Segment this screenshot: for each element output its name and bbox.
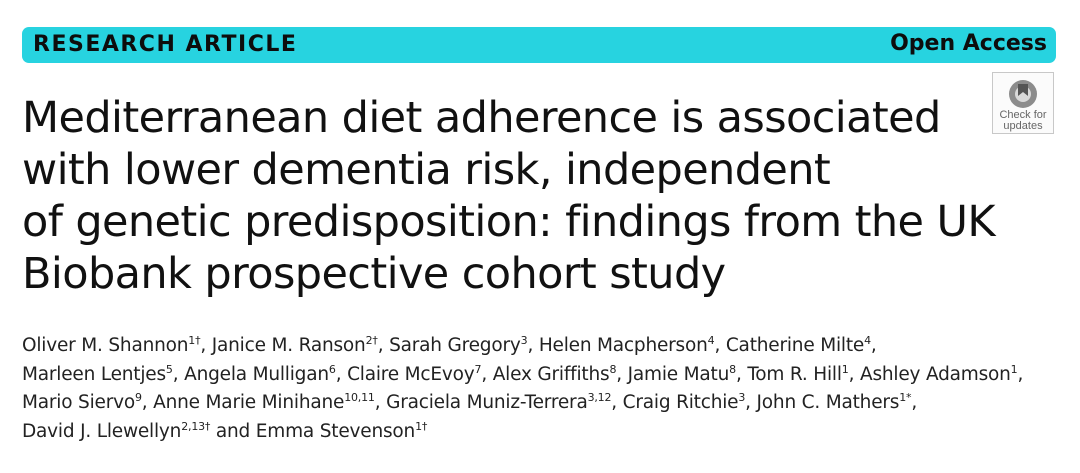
author-separator: ,	[1017, 363, 1024, 385]
author-affiliation: 9	[134, 391, 142, 404]
author-name: Angela Mulligan	[184, 363, 329, 385]
author-affiliation: 1	[1010, 362, 1018, 376]
article-type-banner: RESEARCH ARTICLE Open Access	[22, 27, 1056, 63]
author-name: Jamie Matu	[627, 363, 730, 385]
author-name: John C. Mathers	[756, 392, 900, 413]
title-line: Biobank prospective cohort study	[22, 249, 726, 299]
author-separator: ,	[200, 335, 212, 356]
author-affiliation: 2,13†	[181, 419, 211, 433]
author-entry[interactable]: Claire McEvoy7	[347, 364, 481, 385]
author-entry[interactable]: Alex Griffiths8	[493, 364, 617, 385]
author-entry[interactable]: Sarah Gregory3	[389, 334, 528, 356]
author-separator: ,	[172, 363, 185, 385]
author-entry[interactable]: David J. Llewellyn2,13†	[22, 421, 210, 442]
author-name: Mario Siervo	[22, 392, 135, 413]
author-separator: ,	[374, 392, 387, 413]
title-line: with lower dementia risk, independent	[22, 145, 831, 195]
author-entry[interactable]: Marleen Lentjes5	[22, 364, 173, 385]
author-name: Craig Ritchie	[622, 392, 739, 413]
author-list: Oliver M. Shannon1†, Janice M. Ranson2†,…	[22, 332, 1062, 446]
author-separator: ,	[335, 363, 348, 385]
author-entry[interactable]: Jamie Matu8	[627, 362, 737, 385]
author-entry[interactable]: Mario Siervo9	[22, 392, 142, 413]
author-name: Janice M. Ranson	[211, 335, 366, 356]
badge-line-2: updates	[1003, 120, 1043, 132]
author-entry[interactable]: Ashley Adamson1	[860, 364, 1018, 385]
author-affiliation: 8	[729, 362, 736, 376]
author-separator: ,	[616, 363, 628, 385]
author-line: Oliver M. Shannon1†, Janice M. Ranson2†,…	[22, 332, 1062, 361]
author-entry[interactable]: Anne Marie Minihane10,11	[153, 392, 375, 413]
author-name: Helen Macpherson	[538, 335, 708, 356]
author-affiliation: 1*	[899, 391, 912, 404]
author-separator: ,	[141, 392, 154, 413]
author-entry[interactable]: Craig Ritchie3	[623, 392, 746, 413]
author-affiliation: 3	[738, 391, 746, 404]
author-entry[interactable]: Helen Macpherson4	[539, 335, 715, 356]
author-affiliation: 7	[474, 362, 482, 376]
author-separator: ,	[870, 335, 877, 356]
author-name: Catherine Milte	[725, 335, 865, 356]
badge-line-1: Check for	[999, 109, 1047, 121]
article-title: Mediterranean diet adherence is associat…	[22, 92, 1022, 300]
author-name: Marleen Lentjes	[22, 363, 166, 385]
check-for-updates-badge[interactable]: Check for updates	[992, 72, 1054, 134]
author-affiliation: 3,12	[587, 391, 612, 404]
author-affiliation: 1†	[188, 334, 201, 347]
author-separator: ,	[611, 392, 623, 413]
author-affiliation: 8	[609, 362, 617, 376]
author-line: Mario Siervo9, Anne Marie Minihane10,11,…	[22, 389, 1062, 418]
open-access-label[interactable]: Open Access	[890, 31, 1047, 56]
author-name: Graciela Muniz-Terrera	[386, 392, 588, 413]
author-name: Sarah Gregory	[389, 335, 521, 356]
title-line: Mediterranean diet adherence is associat…	[22, 93, 941, 143]
author-separator: and	[210, 420, 256, 442]
author-affiliation: 4	[864, 334, 871, 347]
article-type-label: RESEARCH ARTICLE	[33, 32, 298, 57]
crossmark-icon	[1009, 80, 1037, 108]
author-affiliation: 4	[707, 334, 715, 347]
author-name: Ashley Adamson	[859, 363, 1011, 385]
author-name: Oliver M. Shannon	[22, 335, 189, 356]
author-separator: ,	[848, 363, 860, 385]
author-affiliation: 1	[841, 362, 849, 376]
author-name: Alex Griffiths	[492, 363, 610, 385]
author-affiliation: 2†	[365, 334, 378, 347]
author-line: Marleen Lentjes5, Angela Mulligan6, Clai…	[22, 361, 1062, 390]
author-separator: ,	[377, 335, 390, 356]
author-entry[interactable]: John C. Mathers1*	[757, 392, 912, 413]
author-separator: ,	[911, 392, 918, 413]
author-entry[interactable]: Oliver M. Shannon1†	[22, 334, 201, 356]
author-entry[interactable]: Graciela Muniz-Terrera3,12	[386, 392, 611, 413]
author-separator: ,	[745, 392, 757, 413]
author-affiliation: 10,11	[344, 391, 375, 404]
author-line: David J. Llewellyn2,13† and Emma Stevens…	[22, 418, 1062, 447]
author-entry[interactable]: Emma Stevenson1†	[255, 419, 428, 442]
author-separator: ,	[714, 335, 726, 356]
author-entry[interactable]: Angela Mulligan6	[184, 364, 336, 385]
author-separator: ,	[735, 363, 748, 385]
title-line: of genetic predisposition: findings from…	[22, 197, 996, 247]
author-name: Claire McEvoy	[347, 363, 475, 385]
author-separator: ,	[481, 363, 493, 385]
author-entry[interactable]: Janice M. Ranson2†	[212, 335, 378, 356]
author-affiliation: 5	[165, 362, 173, 376]
author-entry[interactable]: Catherine Milte4	[726, 335, 871, 356]
author-name: Emma Stevenson	[255, 420, 416, 442]
author-affiliation: 6	[328, 362, 336, 376]
author-name: Anne Marie Minihane	[153, 392, 345, 413]
author-name: David J. Llewellyn	[22, 420, 182, 442]
author-name: Tom R. Hill	[747, 363, 842, 385]
author-affiliation: 3	[520, 334, 528, 347]
author-separator: ,	[527, 335, 539, 356]
author-affiliation: 1†	[415, 419, 428, 433]
author-entry[interactable]: Tom R. Hill1	[747, 364, 848, 385]
